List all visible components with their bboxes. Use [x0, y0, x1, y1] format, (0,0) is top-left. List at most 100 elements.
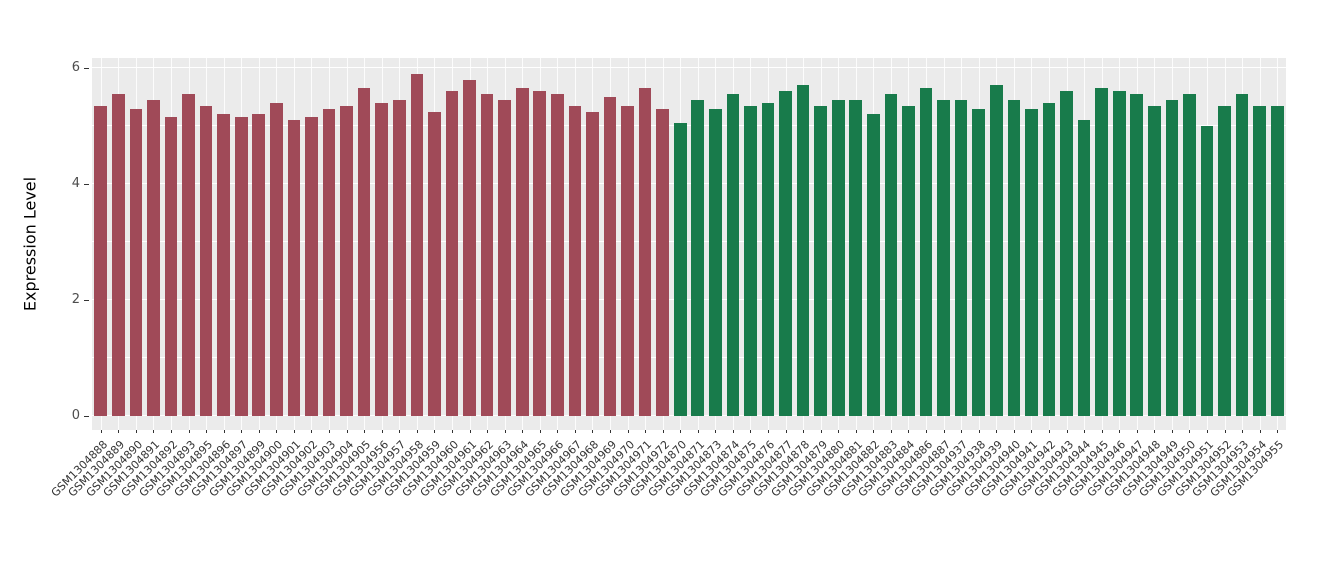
x-tick-mark [188, 430, 190, 433]
x-tick-mark [1206, 430, 1208, 433]
bar [1183, 94, 1196, 416]
gridline-horizontal [92, 357, 1286, 358]
bar [919, 88, 933, 416]
x-tick-mark [1119, 430, 1121, 433]
x-tick-mark [487, 430, 489, 433]
y-tick-label: 0 [71, 408, 80, 423]
x-tick-mark [627, 430, 629, 433]
x-tick-mark [1048, 430, 1050, 433]
x-tick-mark [223, 430, 225, 433]
x-tick-mark [153, 430, 155, 433]
bar [533, 91, 547, 416]
x-tick-mark [416, 430, 418, 433]
x-tick-mark [732, 430, 734, 433]
bar [1007, 99, 1021, 416]
bar [1165, 99, 1179, 416]
bar [1095, 88, 1108, 416]
bar [410, 73, 424, 416]
x-tick-mark [1242, 430, 1244, 433]
bar [217, 114, 230, 416]
bar [691, 99, 705, 416]
x-tick-mark [768, 430, 769, 433]
bar [182, 94, 195, 416]
bar [937, 99, 950, 416]
x-tick-mark [118, 430, 120, 433]
gridline-horizontal [92, 66, 1286, 68]
x-tick-mark [276, 430, 278, 433]
x-tick-mark [258, 430, 260, 433]
bar [498, 99, 511, 416]
x-tick-mark [873, 430, 875, 433]
y-tick-mark [84, 68, 89, 69]
x-tick-mark [978, 430, 980, 433]
bar [621, 105, 634, 416]
bar [112, 94, 125, 416]
y-tick-mark [84, 184, 89, 185]
bar [357, 88, 371, 416]
bar [673, 123, 687, 416]
x-tick-mark [557, 430, 559, 433]
bar [867, 114, 880, 416]
bar [375, 102, 389, 416]
x-tick-mark [100, 430, 102, 433]
bar [147, 99, 160, 416]
bar [1147, 105, 1161, 416]
bar [428, 111, 441, 416]
x-tick-mark [1084, 430, 1086, 433]
x-tick-mark [680, 430, 682, 433]
x-tick-mark [399, 430, 401, 433]
bar [972, 108, 986, 416]
y-tick-mark [84, 300, 89, 301]
x-tick-mark [206, 430, 208, 433]
bar [638, 88, 652, 416]
x-tick-mark [1013, 430, 1015, 433]
bar [779, 91, 792, 416]
bar [568, 105, 582, 416]
x-axis: GSM1304888 GSM1304889 GSM1304890 GSM1304891… [48, 430, 1286, 580]
x-tick-mark [592, 430, 594, 433]
bar [761, 102, 775, 416]
plot-panel [92, 58, 1286, 430]
x-tick-mark [1259, 430, 1261, 433]
bar [322, 108, 336, 416]
bar [1025, 108, 1038, 416]
x-tick-mark [838, 430, 840, 433]
x-tick-mark [1154, 430, 1156, 433]
x-tick-mark [346, 430, 348, 433]
bar [199, 105, 213, 416]
gridline-horizontal [92, 182, 1286, 184]
x-tick-mark [381, 430, 383, 433]
bar [287, 120, 301, 416]
bar [726, 94, 740, 416]
bar [129, 108, 143, 416]
gridline-horizontal [92, 125, 1286, 126]
x-tick-mark [890, 430, 892, 433]
x-tick-mark [820, 430, 822, 433]
y-tick-label: 4 [71, 176, 80, 191]
x-tick-mark [451, 430, 453, 433]
x-tick-mark [996, 430, 998, 433]
x-tick-mark [522, 430, 524, 433]
bar [796, 85, 810, 416]
x-tick-mark [469, 430, 471, 433]
x-tick-mark [943, 430, 945, 433]
bar [902, 105, 915, 416]
gridline-horizontal [92, 414, 1286, 416]
x-tick-mark [1101, 430, 1103, 433]
x-tick-mark [645, 430, 647, 433]
bar [1270, 105, 1284, 416]
x-tick-mark [241, 430, 243, 433]
bar [831, 99, 845, 416]
x-tick-mark [961, 430, 963, 433]
bar [340, 105, 353, 416]
x-tick-mark [803, 430, 805, 433]
x-tick-mark [135, 430, 137, 433]
bar [445, 91, 459, 416]
x-tick-mark [926, 430, 928, 433]
y-tick-label: 6 [71, 60, 80, 75]
bar [1253, 105, 1266, 416]
x-tick-mark [1189, 430, 1191, 433]
bar [94, 105, 108, 416]
x-tick-mark [171, 430, 172, 433]
bar [1112, 91, 1126, 416]
